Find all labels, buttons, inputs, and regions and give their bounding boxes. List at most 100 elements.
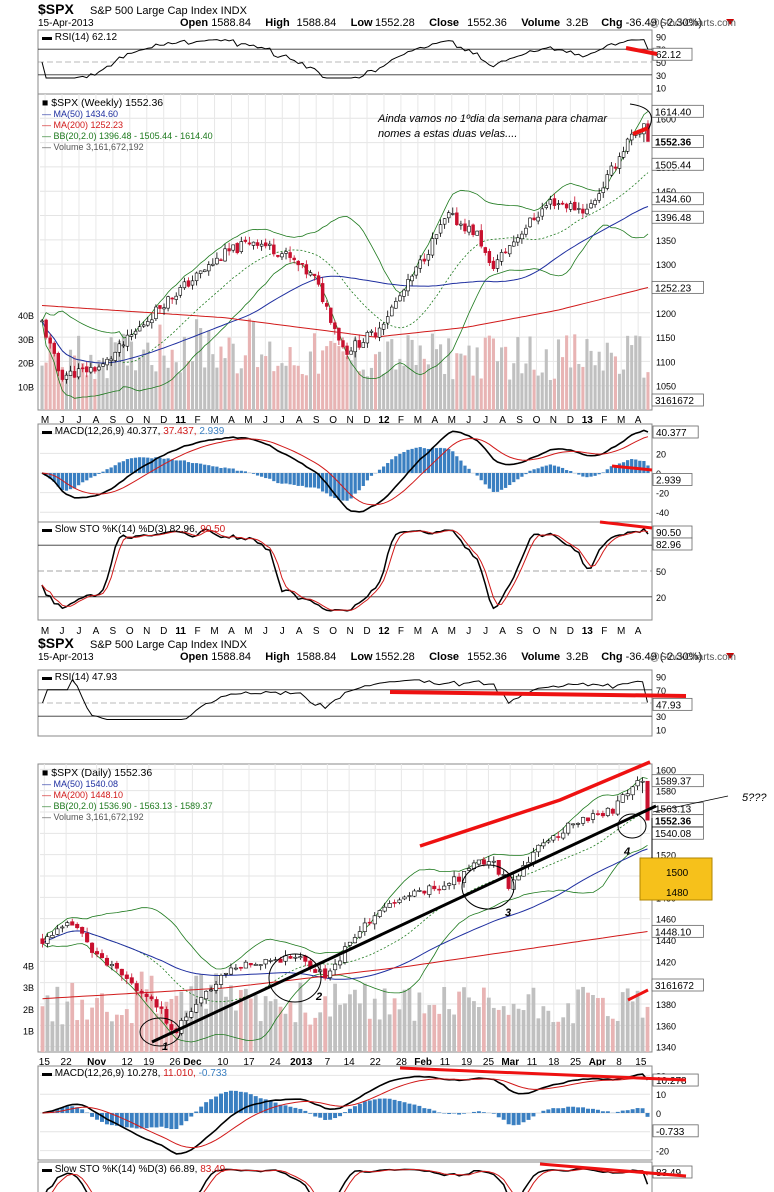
candle-body xyxy=(320,283,325,303)
quote-label: Close xyxy=(429,651,459,663)
volume-bar xyxy=(182,336,186,410)
candle-body xyxy=(532,217,536,221)
macd-histogram-bar xyxy=(508,473,512,486)
macd-histogram-bar xyxy=(207,465,211,473)
x-axis-label: A xyxy=(228,626,235,637)
candle-body xyxy=(211,263,215,266)
volume-bar xyxy=(312,333,317,410)
macd-histogram-bar xyxy=(215,466,219,473)
candle-body xyxy=(479,230,483,247)
volume-bar xyxy=(512,363,516,410)
candle-body xyxy=(620,794,625,803)
macd-histogram-bar xyxy=(154,457,158,473)
legend-entry: — MA(200) 1252.23 xyxy=(42,120,123,130)
macd-histogram-bar xyxy=(516,473,520,480)
macd-histogram-bar xyxy=(345,473,349,501)
volume-bar xyxy=(45,995,50,1052)
macd-histogram-bar xyxy=(288,1106,293,1113)
price-tick: 1300 xyxy=(656,260,676,270)
volume-bar xyxy=(589,350,593,410)
volume-bar xyxy=(48,335,52,410)
macd-histogram-bar xyxy=(239,470,243,473)
macd-histogram-bar xyxy=(284,473,288,484)
macd-histogram-bar xyxy=(75,1107,80,1113)
x-axis-label: F xyxy=(398,415,404,426)
candle-body xyxy=(159,1006,164,1009)
candle-body xyxy=(422,890,427,894)
macd-histogram-bar xyxy=(70,1106,75,1113)
sto-d-value: 90.50 xyxy=(200,524,225,535)
candle-body xyxy=(377,327,382,338)
volume-bar xyxy=(447,338,451,410)
x-axis-label: M xyxy=(210,626,218,637)
volume-bar xyxy=(613,356,617,410)
candle-body xyxy=(617,156,622,169)
sto-value-box: 90.50 xyxy=(652,525,693,539)
quote-value: 3.2B xyxy=(566,17,589,29)
volume-bar xyxy=(369,367,373,410)
volume-bar xyxy=(353,989,357,1052)
candle-body xyxy=(40,938,45,944)
x-axis-label: J xyxy=(466,415,471,426)
volume-bar xyxy=(634,335,638,410)
down-arrow-icon xyxy=(726,19,735,25)
volume-bar xyxy=(540,372,544,410)
candle-body xyxy=(365,332,370,344)
candle-body xyxy=(459,223,463,226)
volume-bar xyxy=(341,351,345,410)
x-axis-label: O xyxy=(533,415,541,426)
macd-histogram-bar xyxy=(412,1104,417,1113)
x-axis-label: M xyxy=(414,626,422,637)
macd-histogram-bar xyxy=(426,448,430,473)
volume-bar xyxy=(125,365,129,410)
volume-bar xyxy=(573,334,577,410)
volume-bar xyxy=(158,324,162,410)
macd-histogram-bar xyxy=(68,473,73,490)
candle-body xyxy=(278,958,283,963)
volume-tick: 10B xyxy=(18,382,34,392)
macd-histogram-bar xyxy=(81,473,85,483)
candle-body xyxy=(455,212,459,226)
macd-value: 40.377, xyxy=(127,426,163,437)
volume-bar xyxy=(390,339,394,410)
candle-body xyxy=(640,780,645,783)
candle-body xyxy=(600,813,605,817)
macd-histogram-bar xyxy=(278,1104,283,1113)
volume-bar xyxy=(491,338,495,410)
candle-body xyxy=(204,990,209,1000)
volume-bar xyxy=(605,1016,610,1052)
candle-body xyxy=(609,165,614,176)
candle-body xyxy=(457,876,462,882)
candle-body xyxy=(577,208,581,210)
value-box-text: 1505.44 xyxy=(655,160,692,171)
volume-bar xyxy=(367,1018,372,1052)
x-axis-label: D xyxy=(567,415,574,426)
x-axis-label: M xyxy=(414,415,422,426)
x-axis-label: 8 xyxy=(616,1057,622,1068)
volume-bar xyxy=(372,998,377,1052)
sto-divergence-mark xyxy=(539,1162,687,1178)
macd-histogram-bar xyxy=(248,1094,253,1113)
macd-histogram-bar xyxy=(386,463,390,473)
macd-histogram-bar xyxy=(179,1113,184,1126)
rsi-tick: 10 xyxy=(656,725,666,735)
volume-bar xyxy=(300,374,304,410)
target-zone-box xyxy=(639,857,713,901)
volume-bar xyxy=(526,994,531,1052)
candle-body xyxy=(194,1003,199,1013)
volume-bar xyxy=(308,351,312,410)
candle-body xyxy=(154,306,158,320)
sto-panel xyxy=(37,1161,653,1192)
macd-histogram-bar xyxy=(313,1113,318,1117)
volume-bar xyxy=(298,982,303,1052)
volume-bar xyxy=(93,378,97,410)
macd-label: ▬ MACD(12,26,9) 40.377, 37.437, 2.939 xyxy=(42,426,225,437)
volume-bar xyxy=(491,1007,496,1052)
x-axis-label: 25 xyxy=(570,1057,582,1068)
macd-histogram-bar xyxy=(487,473,491,489)
x-axis-label: D xyxy=(160,415,167,426)
volume-bar xyxy=(97,360,101,410)
candle-body xyxy=(385,316,390,324)
x-axis-label: D xyxy=(160,626,167,637)
macd-histogram-bar xyxy=(321,473,325,492)
